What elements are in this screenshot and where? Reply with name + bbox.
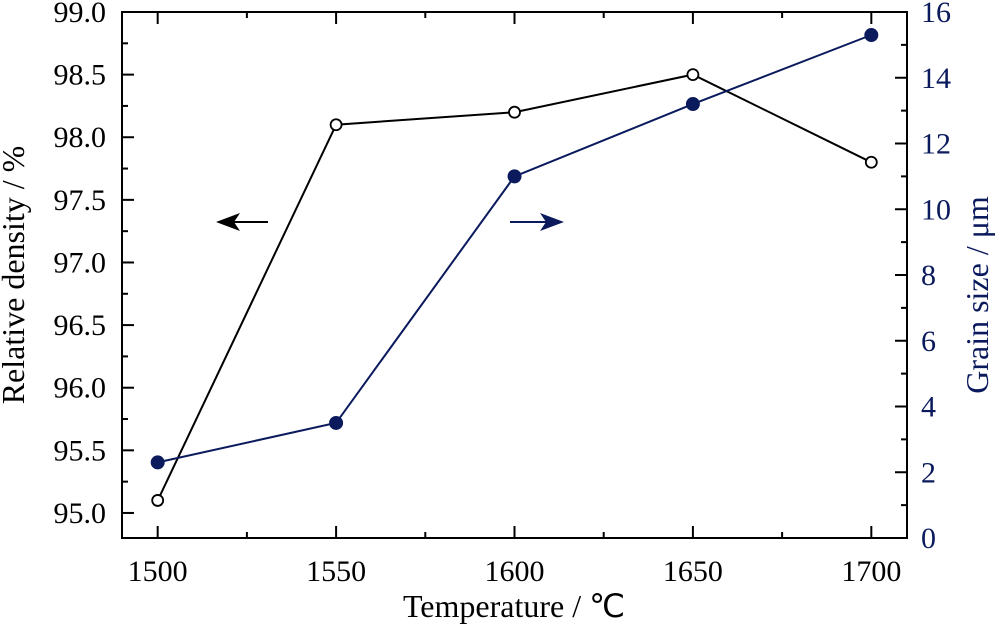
right-tick-label: 12 xyxy=(921,128,951,161)
grain-size-point xyxy=(151,456,164,469)
grain-size-point xyxy=(330,416,343,429)
left-y-axis-title: Relative density / % xyxy=(0,146,31,405)
series-layer xyxy=(151,29,878,506)
grain-size-point xyxy=(508,170,521,183)
density-point xyxy=(152,495,163,506)
x-tick-label: 1650 xyxy=(663,555,723,588)
plot-frame xyxy=(122,12,907,538)
density-grain-size-chart: 1500 1550 1600 1650 1700 95.0 95.5 96.0 96.5 97.… xyxy=(0,0,1000,626)
right-tick-label: 8 xyxy=(921,259,936,292)
x-tick-label: 1500 xyxy=(128,555,188,588)
grain-size-point xyxy=(865,29,878,42)
right-tick-label: 4 xyxy=(921,391,936,424)
grain-size-series-line xyxy=(158,35,872,462)
right-y-axis: 0 2 4 6 8 10 12 14 16 xyxy=(895,0,951,555)
density-point xyxy=(687,69,698,80)
right-tick-label: 0 xyxy=(921,522,936,555)
right-tick-label: 14 xyxy=(921,62,951,95)
right-tick-label: 6 xyxy=(921,325,936,358)
density-series-line xyxy=(158,75,872,501)
left-tick-label: 95.5 xyxy=(54,434,107,467)
grain-size-point xyxy=(686,98,699,111)
right-tick-label: 2 xyxy=(921,456,936,489)
left-tick-label: 97.0 xyxy=(54,246,107,279)
x-axis-title: Temperature / ℃ xyxy=(403,588,625,624)
left-tick-label: 99.0 xyxy=(54,0,107,29)
x-tick-label: 1550 xyxy=(306,555,366,588)
right-tick-label: 10 xyxy=(921,193,951,226)
x-tick-label: 1700 xyxy=(841,555,901,588)
right-y-axis-title: Grain size / μm xyxy=(959,196,995,394)
density-point xyxy=(509,107,520,118)
density-point xyxy=(331,119,342,130)
left-tick-label: 98.5 xyxy=(54,59,107,92)
x-axis: 1500 1550 1600 1650 1700 xyxy=(128,12,902,588)
series-arrows xyxy=(216,213,564,231)
left-tick-label: 95.0 xyxy=(54,497,107,530)
left-tick-label: 96.5 xyxy=(54,309,107,342)
left-tick-label: 97.5 xyxy=(54,184,107,217)
right-tick-label: 16 xyxy=(921,0,951,29)
density-point xyxy=(866,157,877,168)
left-tick-label: 96.0 xyxy=(54,372,107,405)
x-tick-label: 1600 xyxy=(485,555,545,588)
left-tick-label: 98.0 xyxy=(54,121,107,154)
